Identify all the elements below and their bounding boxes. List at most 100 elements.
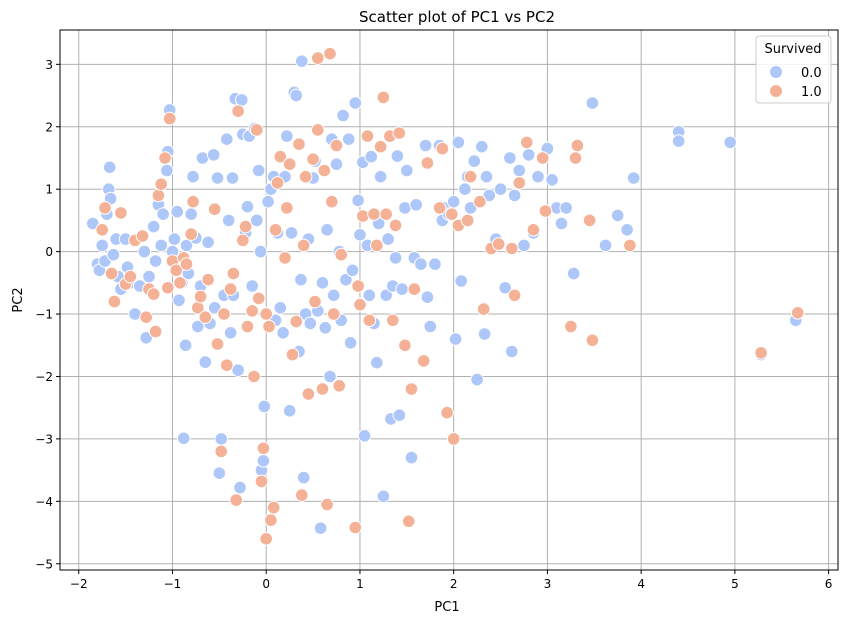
scatter-point-survived-1.0 <box>154 177 168 191</box>
scatter-point-survived-1.0 <box>254 474 269 489</box>
scatter-point-survived-1.0 <box>266 500 281 515</box>
scatter-point-survived-0.0 <box>128 307 142 321</box>
scatter-point-survived-0.0 <box>414 257 428 271</box>
scatter-point-survived-0.0 <box>318 321 333 335</box>
scatter-point-survived-1.0 <box>151 188 166 203</box>
scatter-point-survived-0.0 <box>106 247 121 262</box>
scatter-point-survived-0.0 <box>198 355 213 369</box>
scatter-point-survived-1.0 <box>520 135 534 150</box>
scatter-point-survived-1.0 <box>356 209 370 223</box>
scatter-point-survived-0.0 <box>178 338 193 353</box>
scatter-point-survived-0.0 <box>253 244 268 259</box>
scatter-point-survived-0.0 <box>251 163 266 178</box>
scatter-point-survived-0.0 <box>370 355 384 370</box>
scatter-point-survived-0.0 <box>195 151 210 165</box>
scatter-point-survived-0.0 <box>172 293 186 308</box>
x-tick-label: 1 <box>356 577 364 591</box>
scatter-point-survived-1.0 <box>379 207 394 221</box>
scatter-point-survived-0.0 <box>353 228 367 242</box>
scatter-point-survived-0.0 <box>364 149 379 164</box>
scatter-point-survived-0.0 <box>400 163 414 178</box>
scatter-point-survived-0.0 <box>395 282 409 296</box>
scatter-point-survived-0.0 <box>329 157 344 171</box>
x-tick-label: 4 <box>637 577 645 591</box>
scatter-point-survived-0.0 <box>404 450 419 465</box>
scatter-point-survived-0.0 <box>566 266 581 281</box>
y-tick-label: 3 <box>45 58 53 72</box>
scatter-point-survived-1.0 <box>214 444 228 459</box>
scatter-point-survived-0.0 <box>206 148 221 162</box>
scatter-point-survived-1.0 <box>416 354 431 368</box>
scatter-point-survived-1.0 <box>526 223 541 237</box>
scatter-point-survived-0.0 <box>477 327 492 341</box>
scatter-point-survived-0.0 <box>220 132 234 146</box>
scatter-point-survived-0.0 <box>348 96 363 110</box>
scatter-point-survived-0.0 <box>280 129 294 143</box>
scatter-point-survived-0.0 <box>451 135 466 150</box>
scatter-point-survived-0.0 <box>390 149 405 163</box>
x-axis-ticks: −2 −1 0 1 2 3 4 5 6 <box>70 570 832 591</box>
scatter-point-survived-1.0 <box>201 272 215 287</box>
y-axis-label: PC2 <box>11 287 26 312</box>
scatter-point-survived-0.0 <box>458 182 472 196</box>
scatter-point-survived-0.0 <box>207 301 222 315</box>
scatter-point-survived-1.0 <box>179 257 194 271</box>
y-tick-label: −5 <box>35 557 53 571</box>
scatter-point-survived-0.0 <box>420 290 435 305</box>
scatter-point-survived-1.0 <box>420 156 435 170</box>
scatter-point-survived-0.0 <box>531 169 545 184</box>
scatter-point-survived-1.0 <box>146 287 161 301</box>
y-tick-label: 1 <box>45 183 53 197</box>
scatter-point-survived-0.0 <box>160 163 174 178</box>
scatter-point-survived-1.0 <box>262 319 276 334</box>
y-tick-label: −3 <box>35 432 53 446</box>
scatter-point-survived-1.0 <box>404 382 419 396</box>
scatter-point-survived-1.0 <box>158 151 172 165</box>
scatter-point-survived-1.0 <box>259 307 274 321</box>
scatter-point-survived-1.0 <box>296 238 311 253</box>
scatter-point-survived-0.0 <box>381 232 395 246</box>
scatter-point-survived-1.0 <box>193 289 208 304</box>
scatter-point-survived-1.0 <box>351 279 365 293</box>
x-tick-label: 5 <box>731 577 739 591</box>
scatter-point-survived-1.0 <box>107 294 122 309</box>
scatter-point-survived-1.0 <box>398 338 412 353</box>
plot-frame <box>59 29 839 571</box>
legend-marker-survived-0 <box>769 65 783 79</box>
scatter-point-survived-0.0 <box>295 54 309 69</box>
scatter-point-survived-0.0 <box>320 223 334 237</box>
scatter-point-survived-0.0 <box>517 238 531 253</box>
scatter-point-survived-1.0 <box>435 141 450 156</box>
scatter-point-survived-0.0 <box>475 139 489 154</box>
scatter-point-survived-1.0 <box>754 346 768 360</box>
scatter-point-survived-1.0 <box>223 282 238 296</box>
scatter-point-survived-0.0 <box>351 193 365 208</box>
scatter-point-survived-0.0 <box>343 336 358 350</box>
y-tick-label: −1 <box>35 308 53 322</box>
scatter-point-survived-0.0 <box>323 369 337 384</box>
scatter-point-survived-1.0 <box>226 266 241 281</box>
legend-label-survived-0: 0.0 <box>801 66 822 81</box>
scatter-point-survived-0.0 <box>423 319 438 334</box>
scatter-point-survived-1.0 <box>301 387 316 401</box>
scatter-point-survived-0.0 <box>179 238 194 253</box>
scatter-point-survived-0.0 <box>498 281 513 295</box>
scatter-point-survived-0.0 <box>463 201 478 215</box>
scatter-point-survived-1.0 <box>353 297 367 312</box>
scatter-point-survived-1.0 <box>401 514 416 529</box>
scatter-point-survived-0.0 <box>376 489 391 504</box>
scatter-point-survived-0.0 <box>620 223 634 237</box>
scatter-point-survived-1.0 <box>407 282 422 296</box>
scatter-point-survived-1.0 <box>280 201 294 215</box>
scatter-point-survived-1.0 <box>162 111 177 126</box>
scatter-point-survived-0.0 <box>626 171 641 185</box>
scatter-point-survived-0.0 <box>448 332 463 346</box>
scatter-point-survived-1.0 <box>210 337 225 351</box>
scatter-point-survived-0.0 <box>482 188 497 203</box>
scatter-point-survived-1.0 <box>311 51 325 65</box>
scatter-point-survived-1.0 <box>135 229 150 243</box>
scatter-point-survived-0.0 <box>86 216 100 231</box>
scatter-point-survived-0.0 <box>554 216 569 231</box>
scatter-point-survived-1.0 <box>198 310 213 325</box>
